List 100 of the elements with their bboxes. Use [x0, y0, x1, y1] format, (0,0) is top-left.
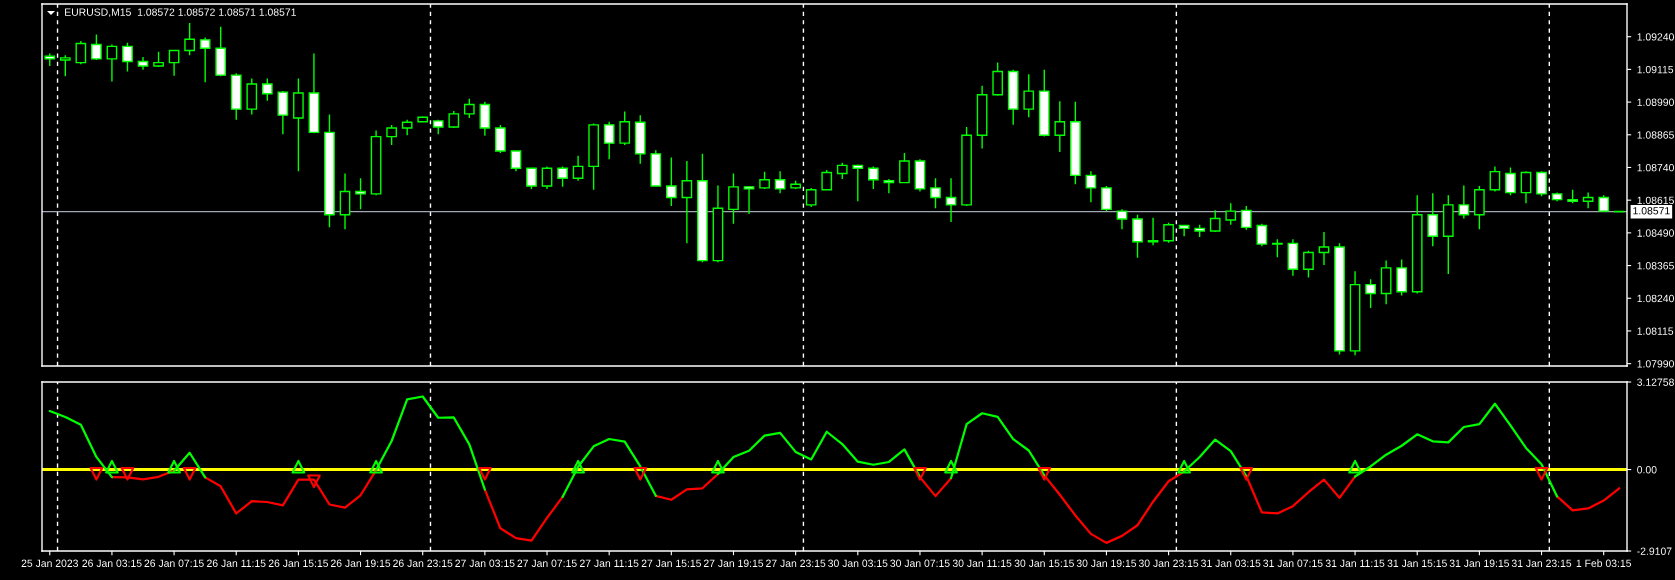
y-tick-label: 1.09240: [1637, 33, 1674, 41]
candlestick: [1272, 238, 1283, 258]
candlestick: [1489, 165, 1501, 193]
candlestick: [510, 149, 522, 172]
candlestick: [572, 155, 584, 182]
candlestick: [852, 163, 864, 202]
candlestick: [448, 110, 460, 129]
candlestick: [992, 61, 1004, 97]
ref-line-label: 1.08571: [1633, 207, 1670, 215]
point: [478, 466, 492, 481]
candlestick: [401, 119, 413, 136]
candlestick: [743, 185, 755, 215]
candlestick: [1225, 202, 1237, 226]
candlestick: [1163, 221, 1174, 244]
candlestick: [324, 113, 335, 229]
x-tick-label: 26 Jan 15:15: [268, 559, 329, 567]
point: [369, 459, 383, 474]
candlestick: [1085, 170, 1097, 203]
candlestick: [1349, 270, 1361, 356]
candlestick: [1396, 258, 1408, 297]
candlestick: [930, 177, 941, 209]
point: [944, 459, 958, 474]
candlestick: [153, 51, 164, 68]
candlestick: [1536, 170, 1547, 197]
candlestick: [1132, 214, 1143, 259]
candlestick: [75, 40, 87, 65]
x-tick-label: 30 Jan 19:15: [1076, 559, 1137, 567]
candlestick: [386, 124, 397, 146]
x-tick-label: 27 Jan 07:15: [517, 559, 577, 567]
candlestick: [463, 97, 475, 119]
candlestick: [588, 122, 599, 191]
point: [89, 466, 104, 481]
candlestick: [1070, 101, 1081, 185]
point: [633, 466, 648, 481]
y-tick-label: 1.08615: [1637, 196, 1674, 205]
candlestick: [914, 158, 926, 193]
y-tick-label: 1.08365: [1637, 262, 1674, 270]
candlestick: [59, 54, 71, 77]
x-tick-label: 26 Jan 07:15: [144, 559, 204, 567]
candlestick: [1474, 185, 1485, 230]
candlestick: [339, 172, 351, 230]
point: [105, 459, 119, 474]
x-tick-label: 31 Jan 23:15: [1511, 559, 1572, 567]
y-tick-label: 1.09115: [1637, 65, 1674, 74]
candlestick: [106, 43, 118, 83]
x-tick-label: 30 Jan 11:15: [952, 559, 1012, 567]
x-tick-label: 30 Jan 07:15: [890, 559, 950, 567]
candlestick: [961, 126, 972, 207]
candlestick: [137, 56, 149, 71]
candlestick: [1287, 238, 1299, 277]
y-tick-label: 1.08740: [1637, 163, 1674, 172]
y-tick-label: 1.08490: [1637, 229, 1674, 237]
candlestick: [1209, 209, 1221, 233]
y-tick-label: 3.12758: [1637, 378, 1674, 386]
candlestick: [712, 184, 724, 263]
candlestick: [1023, 73, 1035, 118]
x-tick-label: 27 Jan 23:15: [766, 559, 826, 567]
candlestick: [821, 169, 833, 192]
x-tick-label: 30 Jan 03:15: [828, 559, 888, 567]
candlestick: [557, 165, 568, 188]
candlestick: [1147, 217, 1159, 246]
point: [571, 459, 585, 474]
candlestick: [215, 26, 227, 77]
y-tick-label: -2.9107: [1637, 547, 1672, 555]
candlestick: [1582, 191, 1594, 209]
point: [1534, 466, 1549, 481]
candlestick: [91, 33, 102, 61]
candlestick: [479, 101, 491, 137]
candlestick: [168, 49, 180, 77]
point: [291, 459, 306, 474]
candlestick: [308, 52, 320, 134]
candlestick: [1240, 205, 1252, 231]
x-tick-label: 30 Jan 15:15: [1014, 559, 1074, 567]
point: [711, 459, 725, 474]
candlestick: [1054, 100, 1066, 153]
point: [913, 466, 927, 481]
candlestick: [867, 165, 879, 190]
x-tick-label: 30 Jan 23:15: [1138, 559, 1199, 567]
x-tick-label: 31 Jan 11:15: [1325, 559, 1385, 567]
candlestick: [1256, 223, 1268, 247]
candlestick: [246, 77, 258, 116]
y-tick-label: 1.08865: [1637, 131, 1674, 139]
candlestick: [1598, 194, 1610, 213]
candlestick: [184, 22, 195, 56]
x-tick-label: 26 Jan 11:15: [207, 559, 266, 567]
candlestick: [665, 156, 677, 207]
candlestick: [230, 72, 242, 121]
candlestick: [122, 42, 133, 73]
candlestick: [1365, 278, 1376, 309]
candlestick: [836, 162, 848, 180]
candlestick: [1318, 231, 1330, 266]
y-tick-label: 1.08115: [1637, 327, 1674, 335]
point: [167, 459, 181, 474]
candlestick: [1194, 224, 1206, 238]
candlestick: [1442, 194, 1454, 275]
candlestick: [790, 180, 802, 190]
candlestick: [634, 114, 646, 165]
candlestick: [1334, 242, 1345, 356]
candlestick: [774, 170, 786, 195]
candlestick: [526, 166, 537, 190]
